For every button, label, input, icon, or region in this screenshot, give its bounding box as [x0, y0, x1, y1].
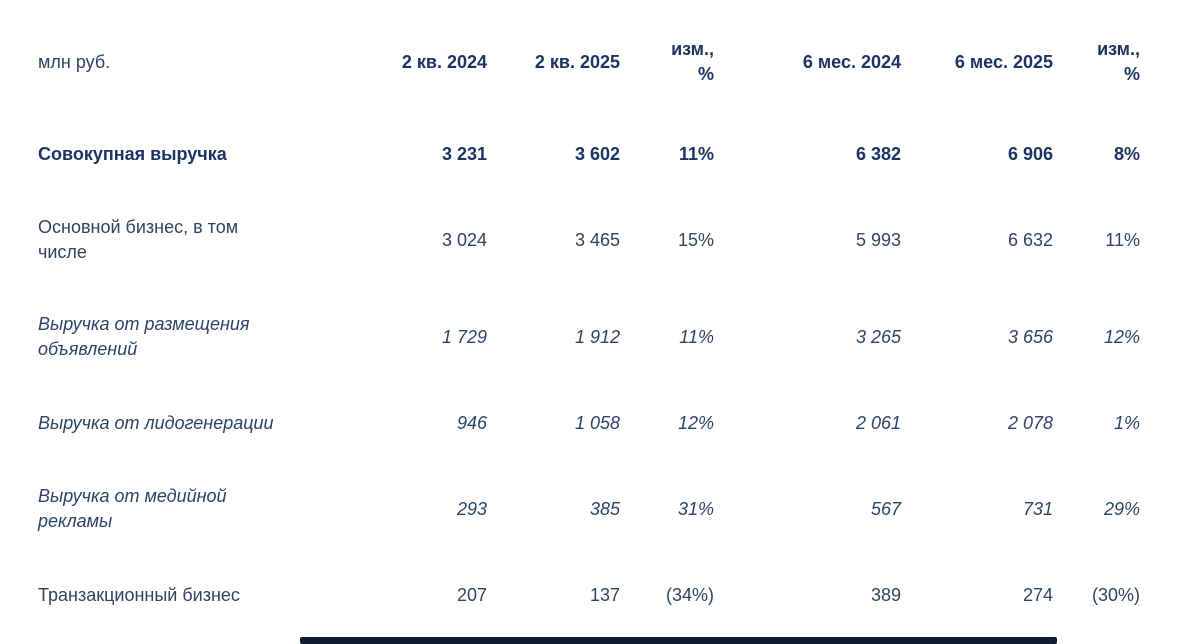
row-value: 207	[456, 584, 487, 605]
column-header-4: 6 мес. 2024	[714, 50, 901, 75]
row-value: 946	[456, 412, 487, 433]
row-value: 3 602	[574, 143, 620, 164]
table-row: Выручка от размещения объявлений 1 729 1 9…	[38, 294, 1140, 380]
row-value: 3 231	[441, 143, 487, 164]
row-value: 11%	[678, 143, 714, 164]
row-value: 389	[870, 584, 901, 605]
column-header-3: изм., %	[620, 37, 714, 87]
row-label: Транзакционный бизнес	[38, 584, 240, 605]
row-label: Выручка от медийной рекламы	[38, 486, 227, 531]
column-header-1: 2 кв. 2024	[330, 50, 487, 75]
column-header-label: 6 мес. 2025	[954, 51, 1053, 72]
row-value: 3 024	[441, 229, 487, 250]
row-value: 385	[589, 498, 620, 519]
row-label: Основной бизнес, в том числе	[38, 217, 239, 262]
row-value: 29%	[1103, 498, 1140, 519]
row-value: 1%	[1113, 412, 1140, 433]
row-value: 293	[456, 498, 487, 519]
row-value: 11%	[1105, 229, 1140, 250]
row-value: 1 912	[574, 326, 620, 347]
row-label: Совокупная выручка	[38, 143, 227, 164]
row-value: 1 729	[441, 326, 487, 347]
table-row: Выручка от медийной рекламы 293 385 31% 567 7…	[38, 466, 1140, 552]
column-header-2: 2 кв. 2025	[487, 50, 620, 75]
row-value: 137	[589, 584, 620, 605]
row-value: 2 078	[1007, 412, 1053, 433]
row-value: 6 632	[1007, 229, 1053, 250]
column-header-label: 2 кв. 2025	[534, 51, 620, 72]
column-header-label: 6 мес. 2024	[802, 51, 901, 72]
row-label: Выручка от лидогенерации	[38, 412, 274, 433]
row-value: 3 465	[574, 229, 620, 250]
row-value: 5 993	[855, 229, 901, 250]
row-value: 6 382	[855, 143, 901, 164]
row-label: Выручка от размещения объявлений	[38, 314, 250, 359]
column-header-5: 6 мес. 2025	[901, 50, 1053, 75]
table-row: Основной бизнес, в том числе 3 024 3 465 15…	[38, 197, 1140, 283]
row-value: 1 058	[574, 412, 620, 433]
bottom-divider-bar	[300, 637, 1057, 644]
column-header-label: изм., %	[1097, 39, 1140, 84]
column-header-label: 2 кв. 2024	[401, 51, 487, 72]
row-value: 12%	[677, 412, 714, 433]
row-value: 567	[870, 498, 901, 519]
table-row: Транзакционный бизнес 207 137 (34%) 389 274 (3…	[38, 552, 1140, 638]
row-value: 6 906	[1007, 143, 1053, 164]
unit-label: млн руб.	[38, 51, 111, 72]
row-value: 15%	[677, 229, 714, 250]
row-value: 11%	[679, 326, 714, 347]
row-value: 274	[1022, 584, 1053, 605]
row-value: 731	[1022, 498, 1053, 519]
row-value: 3 656	[1007, 326, 1053, 347]
column-header-label: изм., %	[671, 39, 714, 84]
row-value: 12%	[1103, 326, 1140, 347]
column-header-6: изм., %	[1053, 37, 1140, 87]
table-body: Совокупная выручка 3 231 3 602 11% 6 382 6 90…	[38, 111, 1140, 638]
table-row: Выручка от лидогенерации 946 1 058 12% 2 061…	[38, 380, 1140, 466]
row-value: (34%)	[665, 584, 714, 605]
row-value: 3 265	[855, 326, 901, 347]
row-value: 8%	[1113, 143, 1140, 164]
table-row: Совокупная выручка 3 231 3 602 11% 6 382 6 90…	[38, 111, 1140, 197]
row-value: (30%)	[1091, 584, 1140, 605]
row-value: 31%	[677, 498, 714, 519]
row-value: 2 061	[855, 412, 901, 433]
table-header-row: млн руб. 2 кв. 2024 2 кв. 2025 изм., % 6 ме…	[38, 0, 1140, 96]
